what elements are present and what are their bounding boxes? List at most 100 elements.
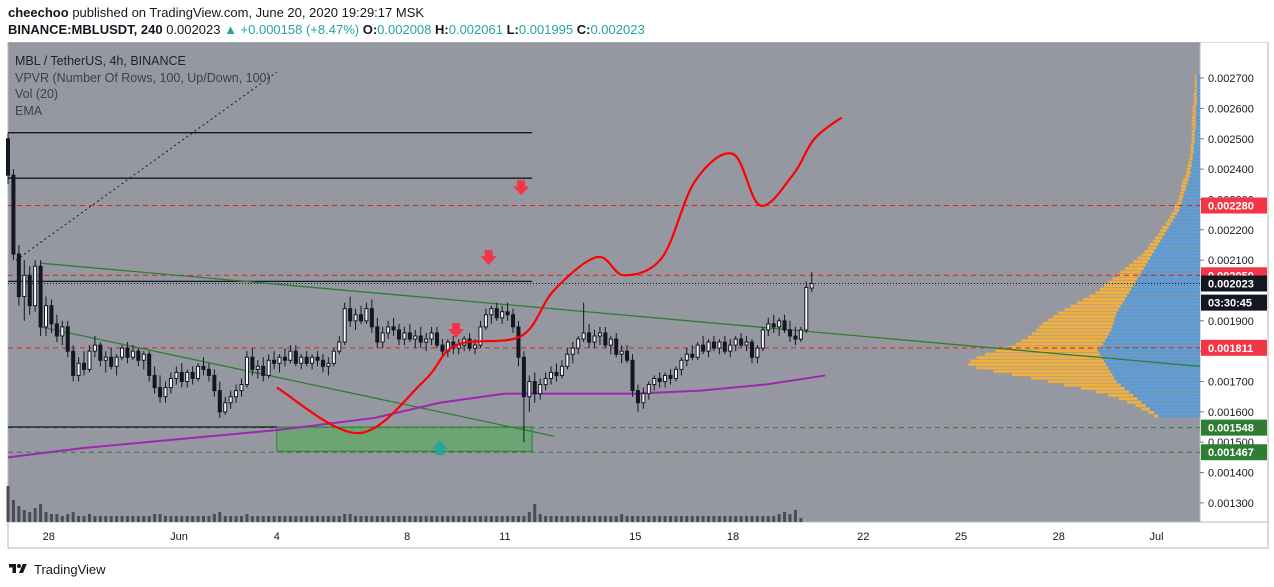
candle-body (597, 332, 602, 337)
candle-body (804, 286, 809, 331)
candle-body (608, 338, 613, 346)
volume-bar (451, 516, 455, 522)
vpvr-down-bar (1036, 328, 1112, 332)
candle-body (771, 323, 776, 328)
volume-bar (261, 516, 265, 522)
volume-bar (223, 516, 227, 522)
vpvr-up-bar (1152, 253, 1200, 257)
volume-bar (196, 516, 200, 522)
candle-body (711, 341, 716, 349)
vpvr-down-bar (1030, 376, 1115, 380)
vpvr-up-bar (1131, 287, 1200, 291)
candle-body (293, 350, 298, 364)
x-tick-label: 11 (499, 531, 510, 543)
vpvr-down-bar (968, 363, 1107, 366)
volume-bar (506, 516, 510, 522)
legend-ema[interactable]: EMA (15, 103, 43, 118)
high-value: 0.002061 (448, 22, 503, 37)
candle-body (98, 344, 103, 361)
vpvr-down-bar (1186, 167, 1191, 171)
candle-body (684, 353, 689, 361)
candle-body (103, 356, 108, 361)
price-label-box (1201, 339, 1267, 356)
candle-body (65, 326, 70, 352)
vpvr-up-bar (1196, 99, 1200, 102)
vpvr-down-bar (1192, 112, 1196, 116)
candle-body (402, 332, 407, 340)
vpvr-up-bar (1101, 356, 1200, 360)
candle-body (16, 253, 21, 298)
volume-bar (468, 516, 472, 522)
volume-bar (462, 516, 466, 522)
candle-body (413, 335, 418, 340)
candle-body (500, 311, 505, 319)
volume-bar (370, 516, 374, 522)
volume-bar (33, 508, 37, 522)
candle-body (141, 353, 146, 361)
volume-bar (739, 516, 743, 522)
candle-body (749, 341, 754, 358)
vpvr-down-bar (1108, 280, 1136, 284)
volume-bar (712, 516, 716, 522)
candle-body (435, 332, 440, 346)
vpvr-down-bar (1191, 133, 1195, 137)
vpvr-up-bar (1129, 291, 1200, 294)
candle-body (223, 402, 228, 413)
candle-body (614, 338, 619, 355)
candle-body (11, 174, 16, 255)
volume-bar (201, 516, 205, 522)
volume-bar (354, 516, 358, 522)
price-label-text: 0.002280 (1208, 201, 1254, 213)
volume-bar (799, 518, 803, 522)
legend-vol[interactable]: Vol (20) (15, 87, 59, 101)
vpvr-up-bar (1099, 352, 1200, 356)
vpvr-down-bar (1135, 404, 1146, 408)
vpvr-up-bar (1195, 119, 1200, 123)
volume-bar (766, 516, 770, 522)
candle-body (22, 274, 27, 298)
candle-body (364, 308, 369, 322)
candle-body (179, 371, 184, 383)
volume-bar (516, 516, 520, 522)
volume-bar (538, 514, 542, 522)
footer-brand[interactable]: TradingView (34, 561, 106, 577)
candle-body (505, 311, 510, 316)
candle-body (71, 350, 76, 376)
legend-vpvr[interactable]: VPVR (Number Of Rows, 100, Up/Down, 100) (15, 70, 271, 85)
author-name[interactable]: cheechoo (8, 5, 69, 20)
candle-body (570, 347, 575, 355)
vpvr-down-bar (1099, 287, 1132, 291)
legend-title[interactable]: MBL / TetherUS, 4h, BINANCE (15, 54, 186, 68)
vpvr-down-bar (995, 349, 1098, 353)
vpvr-up-bar (1195, 126, 1200, 130)
x-tick-label: 28 (43, 531, 55, 543)
y-tick-label: 0.001900 (1208, 316, 1254, 328)
vpvr-up-bar (1112, 325, 1200, 329)
vpvr-up-bar (1196, 75, 1200, 78)
vpvr-up-bar (1145, 404, 1200, 408)
y-tick-label: 0.002400 (1208, 164, 1254, 176)
candle-body (554, 371, 559, 376)
x-tick-label: 4 (274, 531, 280, 543)
vpvr-down-bar (1095, 291, 1130, 294)
volume-bar (728, 516, 732, 522)
vpvr-down-bar (1181, 184, 1187, 188)
volume-bar (777, 514, 781, 522)
vpvr-down-bar (1173, 208, 1180, 212)
vpvr-up-bar (1179, 208, 1200, 212)
arrow-up-icon (431, 440, 448, 456)
candle-body (234, 390, 239, 398)
vpvr-up-bar (1177, 212, 1200, 216)
vpvr-down-bar (1081, 387, 1125, 390)
vpvr-up-bar (1194, 133, 1200, 137)
volume-bar (180, 516, 184, 522)
candle-body (386, 326, 391, 334)
candle-body (201, 365, 206, 370)
candle-body (777, 320, 782, 328)
candle-body (244, 356, 249, 386)
volume-bar (71, 512, 75, 522)
volume-bar (631, 516, 635, 522)
price-chart[interactable]: 0.0027000.0026000.0025000.0024000.002300… (0, 42, 1274, 552)
vpvr-up-bar (1195, 112, 1200, 116)
volume-bar (218, 512, 222, 522)
